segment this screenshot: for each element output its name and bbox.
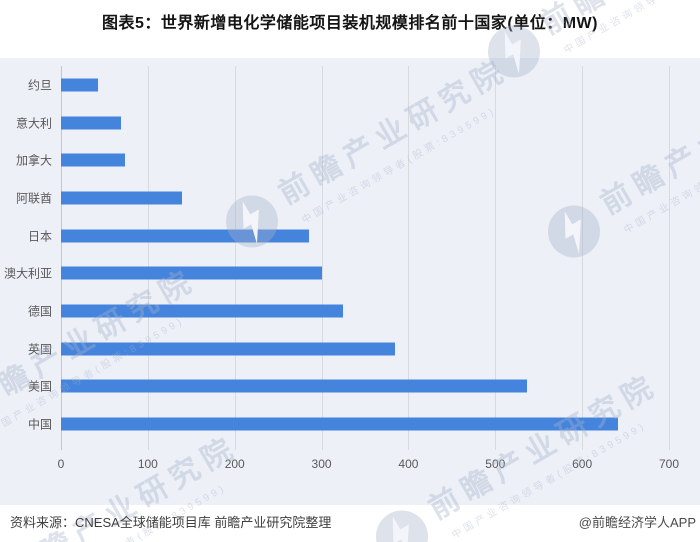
gridline: [408, 66, 410, 450]
bar-日本: [61, 229, 309, 243]
x-tick-label: 700: [658, 457, 680, 471]
bar-英国: [61, 342, 396, 356]
x-tick-label: 0: [57, 457, 65, 471]
bar-加拿大: [61, 153, 126, 167]
bar-row: 英国: [28, 330, 669, 368]
x-tick-label: 400: [398, 457, 419, 471]
y-axis-line: [61, 66, 62, 450]
gridline: [495, 66, 497, 450]
bar-rows: 约旦意大利加拿大阿联酋日本澳大利亚德国英国美国中国: [4, 66, 669, 443]
x-tick-label: 200: [224, 457, 245, 471]
gridline: [147, 66, 149, 450]
bar-row: 德国: [28, 292, 669, 330]
category-label: 德国: [27, 304, 52, 319]
gridline: [234, 66, 236, 450]
bar-约旦: [61, 78, 99, 92]
bar-row: 日本: [28, 217, 669, 255]
x-tick-label: 600: [572, 457, 593, 471]
bar-row: 中国: [28, 405, 669, 443]
x-tick-label: 300: [311, 457, 332, 471]
plot-panel: 约旦意大利加拿大阿联酋日本澳大利亚德国英国美国中国 0 100 200 300 400 5…: [0, 58, 700, 505]
bar-row: 加拿大: [16, 141, 669, 179]
category-label: 加拿大: [15, 153, 52, 168]
category-label: 美国: [27, 379, 52, 394]
gridline: [669, 66, 670, 450]
bar-意大利: [61, 116, 121, 130]
bar-row: 意大利: [16, 104, 669, 142]
x-tick-label: 500: [485, 457, 506, 471]
bar-澳大利亚: [61, 266, 322, 280]
chart-title: 图表5：世界新增电化学储能项目装机规模排名前十国家(单位：MW): [102, 15, 598, 32]
bar-row: 美国: [28, 368, 669, 406]
category-label: 英国: [27, 342, 52, 357]
gridline: [582, 66, 584, 450]
bar-中国: [61, 417, 618, 431]
app-credit: @前瞻经济学人APP: [578, 515, 696, 530]
category-label: 意大利: [15, 116, 52, 131]
category-label: 日本: [27, 229, 52, 244]
category-label: 阿联酋: [15, 191, 52, 206]
bar-阿联酋: [61, 191, 182, 205]
category-label: 约旦: [27, 78, 52, 93]
category-label: 澳大利亚: [3, 266, 52, 281]
x-tick-label: 100: [137, 457, 158, 471]
bar-美国: [61, 379, 527, 393]
plot-area: 约旦意大利加拿大阿联酋日本澳大利亚德国英国美国中国 0 100 200 300 400 5…: [4, 66, 679, 471]
bar-row: 澳大利亚: [4, 254, 669, 292]
bar-row: 阿联酋: [16, 179, 669, 217]
source-note: 资料来源：CNESA全球储能项目库 前瞻产业研究院整理: [10, 515, 332, 530]
category-label: 中国: [27, 417, 52, 432]
bar-德国: [61, 304, 344, 318]
gridline: [321, 66, 323, 450]
bar-row: 约旦: [28, 66, 669, 104]
